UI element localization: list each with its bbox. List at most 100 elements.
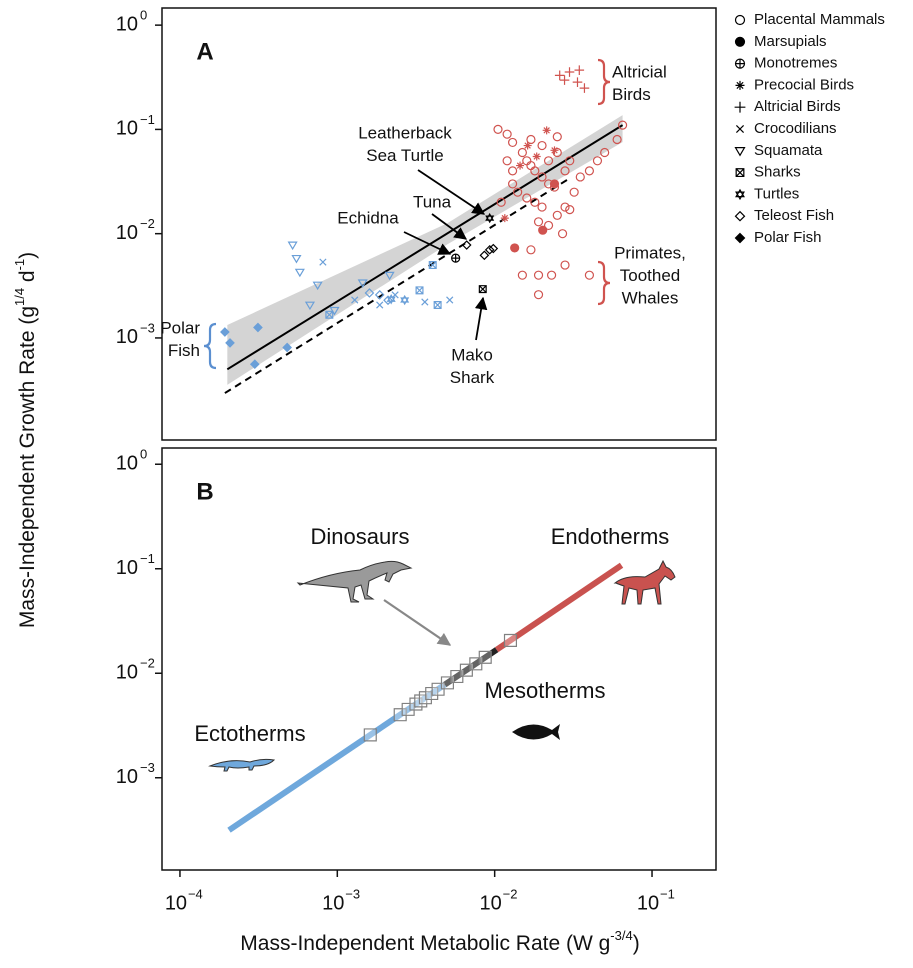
point [552,210,562,220]
point [478,285,487,294]
point [364,288,375,298]
series-label: Mesotherms [484,678,605,703]
point [249,359,260,370]
point [559,75,570,85]
x-tick-exponent: −4 [188,886,203,901]
y-tick-label: 10 [116,326,138,348]
y-tick-exponent: −3 [140,320,155,335]
series-line [227,682,447,833]
point [415,286,424,295]
x-tick-exponent: −1 [660,886,675,901]
point [516,161,525,170]
legend-marker [735,124,745,134]
y-tick-label: 10 [116,118,138,140]
legend-label: Marsupials [754,33,827,50]
y-axis-title: Mass-Independent Growth Rate (g1/4 d-1) [12,252,39,628]
tuna-icon [512,724,560,740]
point [433,300,442,309]
title-superscript: 1/4 [12,288,27,306]
x-tick-label: 10 [165,892,187,914]
point [500,214,509,223]
x-axis-title: Mass-Independent Metabolic Rate (W g-3/4… [240,928,639,955]
point [503,633,518,647]
annotation: Primates, [614,243,686,262]
point [537,202,547,212]
y-tick-exponent: −2 [140,656,155,671]
x-tick-label: 10 [637,892,659,914]
point [526,134,536,145]
point [546,270,557,280]
y-tick-exponent: −1 [140,551,155,566]
legend-marker [735,80,745,90]
legend-label: Monotremes [754,55,837,72]
y-tick-label: 10 [116,766,138,788]
point [485,212,495,224]
point [557,229,568,239]
y-tick-label: 10 [116,222,138,244]
point [517,270,527,280]
point [253,322,263,333]
point [560,202,570,212]
point [319,258,327,266]
point [554,70,565,81]
annotation: Sea Turtle [366,146,444,165]
annotation: Echidna [337,208,399,227]
point [502,156,512,166]
annotation: Shark [450,368,495,387]
series-label: Ectotherms [194,721,305,746]
point [461,240,472,250]
point [478,650,492,664]
point [600,147,610,158]
legend-marker [735,188,745,201]
point [383,295,393,306]
point [517,147,527,158]
point [351,296,359,304]
point [376,301,384,309]
point [513,187,523,197]
title-part: Mass-Independent Growth Rate (g [16,306,39,628]
dinosaur-icon [296,560,413,603]
legend-label: Altricial Birds [754,98,841,115]
point [325,310,334,319]
frame-a [161,7,717,441]
point [363,728,377,742]
point [507,137,518,148]
point [507,179,518,189]
point [538,225,548,235]
point [400,294,410,306]
fit-line [226,124,624,371]
point [569,187,579,197]
legend-marker [734,101,746,113]
dinosaur-arrow [383,599,452,646]
point [287,241,298,251]
point [496,197,506,207]
lizard-icon [208,758,276,772]
point [549,179,560,189]
legend-marker [734,147,746,157]
y-tick-label: 10 [116,557,138,579]
y-tick-exponent: −2 [140,216,155,231]
point [543,156,554,166]
arrows-a [403,169,488,341]
x-tick-exponent: −2 [503,886,518,901]
annotation: Birds [612,85,651,104]
title-superscript: -1 [12,259,27,271]
point [312,281,323,291]
annotation: Mako [451,345,493,364]
point [510,243,520,253]
point [564,67,575,77]
point [421,298,429,306]
point [522,156,532,166]
title-part: ) [16,252,39,259]
point [507,166,518,176]
horse-icon [613,559,676,605]
title-part: d [16,270,39,288]
legend-marker [734,58,746,69]
point [617,120,628,130]
x-tick-label: 10 [480,892,502,914]
point [488,243,499,254]
braces [203,58,611,370]
legend-label: Polar Fish [754,229,822,246]
annotation: Tuna [413,192,452,211]
